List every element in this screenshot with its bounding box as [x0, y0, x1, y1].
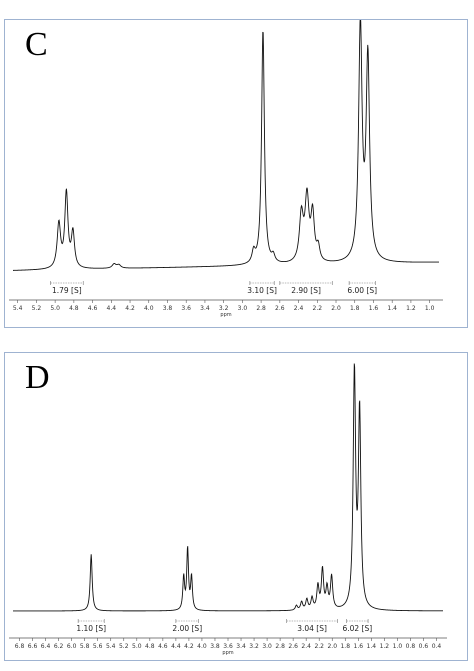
x-tick-label: 1.4 [387, 305, 397, 312]
x-tick-label: 2.6 [275, 305, 285, 312]
x-tick-label: 4.2 [184, 643, 194, 650]
x-tick-label: 5.2 [32, 305, 42, 312]
integral-bracket [286, 619, 338, 623]
panel-label-c: C [25, 26, 48, 63]
spectrum-trace [13, 363, 443, 612]
x-tick-label: 3.2 [219, 305, 229, 312]
x-tick-label: 2.4 [301, 643, 311, 650]
panel-label-d: D [25, 359, 50, 396]
x-tick-label: 4.6 [88, 305, 98, 312]
x-tick-label: 3.6 [223, 643, 233, 650]
x-tick-label: 1.4 [367, 643, 377, 650]
x-tick-label: 1.8 [340, 643, 350, 650]
x-tick-label: 3.0 [238, 305, 248, 312]
integral-bracket [348, 281, 376, 285]
integral-label: 3.10 [S] [247, 286, 277, 295]
x-tick-label: 1.0 [393, 643, 403, 650]
integral-label: 1.79 [S] [52, 286, 82, 295]
x-tick-label: 6.2 [54, 643, 64, 650]
spectrum-chart-d: 1.10 [S] 2.00 [S] 3.04 [S] 6.02 [S]6.8 6.6 6.… [9, 363, 447, 656]
x-tick-label: 3.4 [236, 643, 246, 650]
x-tick-label: 3.8 [163, 305, 173, 312]
x-tick-label: 5.2 [119, 643, 129, 650]
x-tick-label: 1.6 [354, 643, 364, 650]
integral-bracket [50, 281, 84, 285]
x-tick-label: 2.0 [327, 643, 337, 650]
x-tick-label: 4.6 [158, 643, 168, 650]
x-tick-label: 3.0 [262, 643, 272, 650]
x-tick-label: 5.0 [132, 643, 142, 650]
x-tick-label: 4.4 [107, 305, 117, 312]
x-tick-label: 1.8 [350, 305, 360, 312]
integral-label: 2.00 [S] [172, 624, 202, 633]
x-tick-label: 6.4 [41, 643, 51, 650]
x-tick-label: 2.0 [331, 305, 341, 312]
integral-bracket [279, 281, 333, 285]
x-tick-label: 5.4 [13, 305, 23, 312]
integral-label: 1.10 [S] [76, 624, 106, 633]
x-tick-label: 4.4 [171, 643, 181, 650]
x-tick-label: 0.6 [419, 643, 429, 650]
x-tick-label: 4.8 [69, 305, 79, 312]
x-tick-label: 4.8 [145, 643, 155, 650]
x-tick-label: 6.0 [67, 643, 77, 650]
integral-label: 6.00 [S] [347, 286, 377, 295]
x-tick-label: 6.6 [28, 643, 38, 650]
x-tick-label: 2.8 [275, 643, 285, 650]
x-tick-label: 0.8 [406, 643, 416, 650]
integral-bracket [346, 619, 369, 623]
x-tick-label: 4.0 [197, 643, 207, 650]
integral-bracket [175, 619, 199, 623]
x-tick-label: 5.4 [106, 643, 116, 650]
x-tick-label: 1.2 [380, 643, 390, 650]
x-tick-label: 5.0 [50, 305, 60, 312]
x-tick-label: 2.6 [288, 643, 298, 650]
spectrum-chart-c: 1.79 [S] 3.10 [S] 2.90 [S] 6.00 [S] 5.4 5.2 5.… [9, 20, 443, 318]
x-tick-label: 3.8 [210, 643, 220, 650]
integral-label: 3.04 [S] [297, 624, 327, 633]
x-tick-label: 5.6 [93, 643, 103, 650]
x-tick-label: 4.2 [125, 305, 135, 312]
x-tick-label: 3.4 [200, 305, 210, 312]
spectrum-trace [12, 20, 439, 271]
integral-label: 2.90 [S] [291, 286, 321, 295]
x-tick-label: 0.4 [432, 643, 442, 650]
x-tick-label: 1.6 [369, 305, 379, 312]
x-tick-label: 1.0 [425, 305, 435, 312]
spectrum-panel-c: C 1.79 [S] 3.10 [S] 2.90 [S] 6.00 [S] 5.4 5.2… [4, 19, 468, 328]
integral-label: 6.02 [S] [342, 624, 372, 633]
x-axis-label: ppm [222, 650, 233, 656]
x-tick-label: 3.2 [249, 643, 259, 650]
x-axis-label: ppm [220, 312, 231, 318]
x-tick-label: 6.8 [15, 643, 25, 650]
spectrum-panel-d: D 1.10 [S] 2.00 [S] 3.04 [S] 6.02 [S] 6.8 6.6… [4, 352, 468, 661]
x-tick-label: 1.2 [406, 305, 416, 312]
x-tick-label: 2.2 [314, 643, 324, 650]
x-tick-label: 3.6 [181, 305, 191, 312]
x-tick-label: 2.4 [294, 305, 304, 312]
x-tick-label: 2.8 [256, 305, 266, 312]
x-tick-label: 5.8 [80, 643, 90, 650]
integral-bracket [249, 281, 275, 285]
x-tick-label: 4.0 [144, 305, 154, 312]
integral-bracket [77, 619, 105, 623]
x-tick-label: 2.2 [313, 305, 323, 312]
